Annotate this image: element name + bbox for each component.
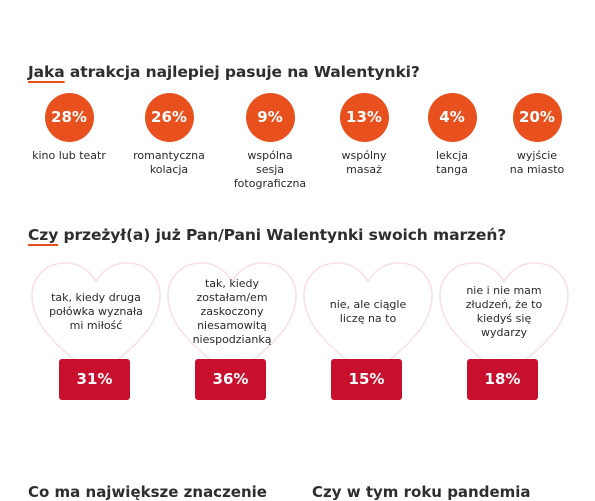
dream-result-label-lines: nie, ale ciągle liczę na to (330, 298, 407, 326)
attraction-item: 26% romantyczna kolacja (114, 93, 224, 177)
dream-result-label-lines: tak, kiedy zostałam/em zaskoczony niesamowi… (193, 277, 272, 347)
attraction-item: 20% wyjście na miasto (482, 93, 592, 177)
heart-shape (303, 262, 433, 377)
attraction-percent-circle: 4% (427, 93, 477, 142)
question-dream-first-word: Czy (28, 226, 59, 244)
dream-result-label: nie i nie mam złudzeń, że to kiedyś się wyd… (455, 268, 553, 356)
attraction-percent-circle: 9% (245, 93, 295, 142)
dream-result-label-line: nie i nie mam (466, 284, 542, 297)
attraction-label: romantyczna kolacja (114, 149, 224, 177)
heart-outline-icon (439, 262, 569, 377)
attraction-label-line: na miasto (509, 163, 565, 176)
dream-result-percent-badge: 18% (467, 359, 538, 400)
dream-result-label-line: liczę na to (339, 312, 397, 325)
attraction-item: 28% kino lub teatr (14, 93, 124, 163)
question-dream-valentines-title: Czy przeżył(a) już Pan/Pani Walentynki s… (28, 226, 506, 244)
attraction-label-line: wspólny (341, 149, 387, 162)
dream-result-label-line: niesamowitą (197, 319, 267, 332)
dream-result-label-line: zostałam/em (196, 291, 268, 304)
dream-result-label-line: mi miłość (69, 319, 123, 332)
heart-outline-icon (303, 262, 433, 377)
dream-result-label: tak, kiedy druga połówka wyznała mi miłość (47, 268, 145, 356)
heart-shape (31, 262, 161, 377)
next-question-right: Czy w tym roku pandemia (312, 483, 531, 501)
dream-result-label-line: wydarzy (480, 326, 528, 339)
dream-result-label-lines: tak, kiedy druga połówka wyznała mi miłość (49, 291, 143, 333)
attraction-label-line: romantyczna (133, 149, 205, 162)
dream-result-label-line: nie, ale ciągle (329, 298, 407, 311)
attraction-percent-circle: 13% (339, 93, 389, 142)
dream-result-heart: tak, kiedy zostałam/em zaskoczony niesamowi… (165, 260, 299, 405)
dream-result-label-line: połówka wyznała (49, 305, 143, 318)
attraction-label-line: wspólna (247, 149, 293, 162)
attraction-label-line: kolacja (149, 163, 189, 176)
attraction-percent-circle: 28% (44, 93, 94, 142)
question-attraction-first-word: Jaka (28, 63, 65, 81)
attraction-label: wspólny masaż (309, 149, 419, 177)
attraction-item: 4% lekcja tanga (397, 93, 507, 177)
attraction-label-line: kino lub teatr (32, 149, 106, 162)
dream-result-percent-badge: 36% (195, 359, 266, 400)
heart-outline-icon (167, 262, 297, 377)
attraction-label: wspólna sesja fotograficzna (215, 149, 325, 191)
attraction-results: 28% kino lub teatr 26% romantyczna kolacja 9%… (0, 93, 595, 193)
attraction-percent-circle: 20% (512, 93, 562, 142)
attraction-label: lekcja tanga (397, 149, 507, 177)
dream-result-label-line: niespodzianką (192, 333, 272, 346)
heart-shape (167, 262, 297, 377)
dream-result-label: nie, ale ciągle liczę na to (319, 268, 417, 356)
dream-result-heart: tak, kiedy druga połówka wyznała mi miłość… (29, 260, 163, 405)
heart-outline-icon (31, 262, 161, 377)
attraction-item: 13% wspólny masaż (309, 93, 419, 177)
question-attraction-title: Jaka atrakcja najlepiej pasuje na Walent… (28, 63, 420, 81)
question-dream-rest: przeżył(a) już Pan/Pani Walentynki swoic… (58, 226, 507, 244)
attraction-label: kino lub teatr (14, 149, 124, 163)
attraction-label-line: wyjście (516, 149, 558, 162)
dream-result-label: tak, kiedy zostałam/em zaskoczony niesamowi… (183, 268, 281, 356)
dream-result-label-line: tak, kiedy (204, 277, 260, 290)
attraction-label-line: sesja (255, 163, 285, 176)
next-question-left: Co ma największe znaczenie (28, 483, 267, 501)
heart-shape (439, 262, 569, 377)
dream-result-percent-badge: 15% (331, 359, 402, 400)
attraction-label-line: tanga (436, 163, 468, 176)
attraction-item: 9% wspólna sesja fotograficzna (215, 93, 325, 191)
attraction-label-line: fotograficzna (233, 177, 307, 190)
attraction-label-line: lekcja (435, 149, 469, 162)
dream-result-percent-badge: 31% (59, 359, 130, 400)
dream-result-heart: nie i nie mam złudzeń, że to kiedyś się wyd… (437, 260, 571, 405)
dream-result-label-line: tak, kiedy druga (51, 291, 141, 304)
attraction-label-line: masaż (346, 163, 382, 176)
attraction-percent-circle: 26% (144, 93, 194, 142)
dream-result-label-line: złudzeń, że to (465, 298, 543, 311)
attraction-label: wyjście na miasto (482, 149, 592, 177)
dream-result-heart: nie, ale ciągle liczę na to 15% (301, 260, 435, 405)
dream-result-label-line: zaskoczony (200, 305, 264, 318)
dream-result-label-line: kiedyś się (476, 312, 532, 325)
question-attraction-rest: atrakcja najlepiej pasuje na Walentynki? (64, 63, 420, 81)
dream-result-label-lines: nie i nie mam złudzeń, że to kiedyś się wyd… (466, 284, 542, 340)
